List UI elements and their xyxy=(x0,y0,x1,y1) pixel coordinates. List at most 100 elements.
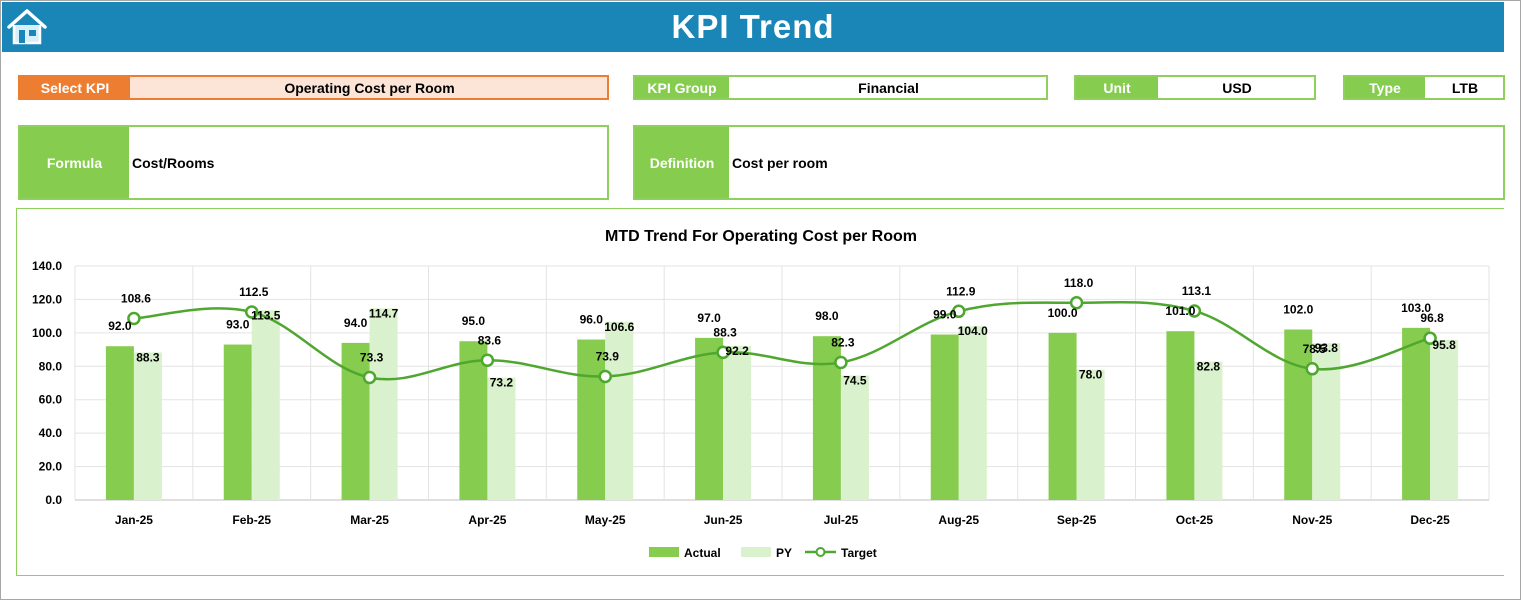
select-kpi-field[interactable]: Select KPI Operating Cost per Room xyxy=(18,75,609,100)
data-label-py: 92.2 xyxy=(725,344,749,358)
formula-value: Cost/Rooms xyxy=(132,154,215,171)
bar-py xyxy=(723,345,752,500)
bar-py xyxy=(1194,361,1223,500)
legend-swatch-py xyxy=(741,547,771,557)
target-marker xyxy=(598,369,612,384)
data-label-py: 114.7 xyxy=(369,306,399,320)
data-label-py: 106.6 xyxy=(604,320,634,334)
data-label-actual: 93.0 xyxy=(226,318,250,332)
data-label-actual: 100.0 xyxy=(1048,306,1078,320)
bar-actual xyxy=(1048,332,1077,500)
formula-label: Formula xyxy=(20,127,129,198)
kpi-group-field: KPI Group Financial xyxy=(633,75,1048,100)
data-label-target: 73.9 xyxy=(596,349,620,363)
page-title: KPI Trend xyxy=(671,8,835,45)
data-label-actual: 101.0 xyxy=(1165,304,1195,318)
x-tick-label: Jan-25 xyxy=(115,513,153,527)
y-tick-label: 100.0 xyxy=(32,326,62,340)
x-tick-label: Apr-25 xyxy=(468,513,506,527)
data-label-actual: 103.0 xyxy=(1401,301,1431,315)
data-label-target: 96.8 xyxy=(1420,311,1444,325)
data-label-py: 73.2 xyxy=(490,376,514,390)
bar-py xyxy=(487,377,516,500)
legend-label-actual: Actual xyxy=(684,546,721,560)
data-label-py: 78.0 xyxy=(1079,368,1103,382)
x-tick-label: Sep-25 xyxy=(1057,513,1097,527)
select-kpi-label: Select KPI xyxy=(20,77,130,98)
bar-actual xyxy=(577,339,606,500)
legend-label-target: Target xyxy=(841,546,877,560)
bar-actual xyxy=(341,342,370,500)
chart-legend: Actual PY Target xyxy=(649,546,877,560)
target-marker xyxy=(952,304,966,319)
type-field: Type LTB xyxy=(1343,75,1505,100)
data-label-actual: 92.0 xyxy=(108,319,132,333)
definition-value: Cost per room xyxy=(732,154,828,171)
type-label: Type xyxy=(1345,77,1425,98)
y-tick-label: 20.0 xyxy=(39,460,63,474)
bar-actual xyxy=(1402,327,1431,500)
target-marker xyxy=(716,345,730,360)
data-label-py: 95.8 xyxy=(1432,338,1456,352)
target-marker xyxy=(1423,331,1437,345)
unit-label: Unit xyxy=(1076,77,1158,98)
chart-title: MTD Trend For Operating Cost per Room xyxy=(605,228,917,245)
y-tick-label: 140.0 xyxy=(32,259,62,273)
data-label-target: 112.5 xyxy=(239,285,269,299)
target-marker xyxy=(834,355,848,370)
data-label-actual: 96.0 xyxy=(580,313,604,327)
legend-label-py: PY xyxy=(776,546,792,560)
bar-actual xyxy=(695,337,724,500)
data-label-py: 88.3 xyxy=(136,350,160,364)
home-icon[interactable] xyxy=(6,8,48,46)
header-bar: KPI Trend xyxy=(2,2,1504,52)
data-label-actual: 102.0 xyxy=(1283,303,1313,317)
bar-py xyxy=(251,310,280,500)
x-tick-label: Aug-25 xyxy=(938,513,979,527)
target-marker xyxy=(1187,304,1202,318)
data-label-py: 104.0 xyxy=(958,324,988,338)
data-label-target: 78.5 xyxy=(1303,342,1327,356)
data-label-actual: 95.0 xyxy=(462,314,486,328)
bar-actual xyxy=(1166,331,1195,500)
bar-actual xyxy=(223,344,252,500)
chart-area xyxy=(16,208,1504,576)
x-tick-label: Feb-25 xyxy=(232,513,271,527)
kpi-group-value: Financial xyxy=(858,79,919,96)
y-tick-label: 120.0 xyxy=(32,292,62,306)
legend-swatch-actual xyxy=(649,547,679,557)
data-label-target: 113.1 xyxy=(1182,284,1212,298)
data-label-py: 74.5 xyxy=(843,373,867,387)
data-label-target: 118.0 xyxy=(1064,276,1094,290)
data-label-target: 112.9 xyxy=(946,284,976,298)
y-tick-label: 40.0 xyxy=(39,426,63,440)
data-label-target: 108.6 xyxy=(121,291,151,305)
bar-py xyxy=(1076,369,1105,500)
data-label-target: 73.3 xyxy=(360,350,384,364)
bar-py xyxy=(1430,339,1459,500)
bar-py xyxy=(605,321,634,500)
select-kpi-value[interactable]: Operating Cost per Room xyxy=(284,79,455,96)
data-label-actual: 97.0 xyxy=(697,311,721,325)
data-label-actual: 98.0 xyxy=(815,309,839,323)
data-label-actual: 94.0 xyxy=(344,316,368,330)
bar-py xyxy=(369,308,398,500)
data-label-target: 88.3 xyxy=(713,325,737,339)
y-tick-label: 0.0 xyxy=(45,493,62,507)
data-label-target: 82.3 xyxy=(831,335,855,349)
y-tick-label: 60.0 xyxy=(39,393,63,407)
bar-actual xyxy=(105,346,134,500)
bar-py xyxy=(133,352,162,500)
data-label-py: 93.8 xyxy=(1315,341,1339,355)
target-marker xyxy=(1305,362,1319,376)
bar-py xyxy=(958,326,987,500)
definition-label: Definition xyxy=(635,127,729,198)
x-tick-label: Jul-25 xyxy=(824,513,859,527)
data-label-py: 113.5 xyxy=(251,308,281,322)
x-tick-label: Dec-25 xyxy=(1410,513,1450,527)
unit-field: Unit USD xyxy=(1074,75,1316,100)
data-label-py: 82.8 xyxy=(1197,360,1221,374)
unit-value: USD xyxy=(1222,79,1252,96)
bar-actual xyxy=(930,334,959,500)
